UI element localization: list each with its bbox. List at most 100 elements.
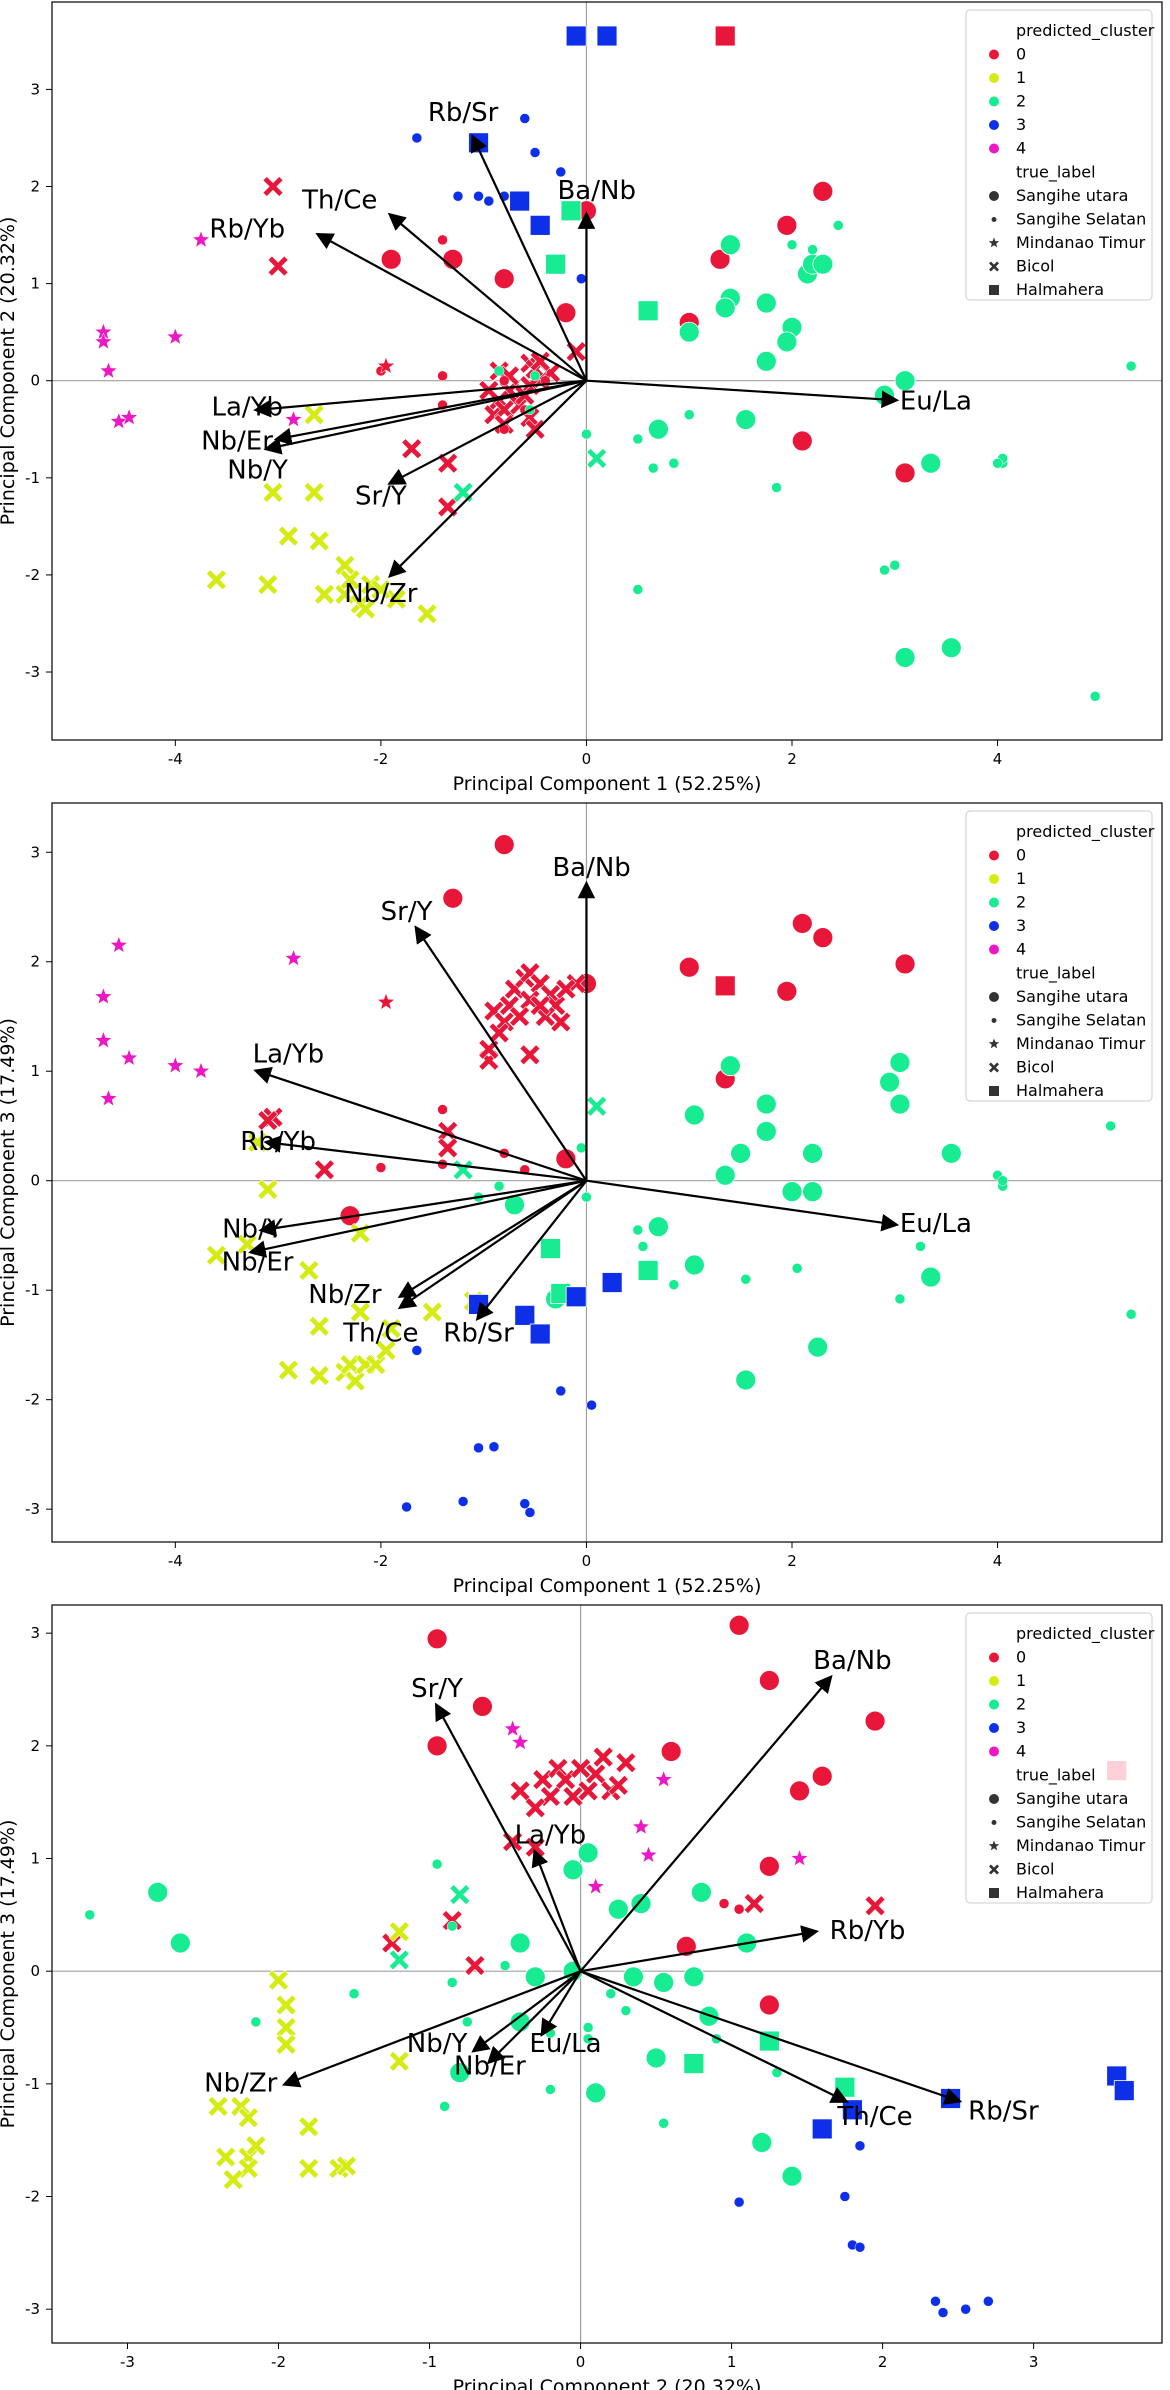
axes: -3 -2 -1 0 1 2 3 -3 -2 -1 0 1 2 3 Principal Component …: [0, 1624, 1038, 2390]
data-point: [581, 1191, 592, 1203]
data-point: [864, 1895, 886, 1917]
y-tick-label: 3: [30, 80, 40, 98]
data-point: [147, 1881, 169, 1903]
legend-label-star: Mindanao Timur: [1016, 1034, 1146, 1053]
data-point: [421, 1301, 443, 1323]
data-point: [449, 2062, 471, 2083]
y-tick-label: 0: [30, 372, 40, 390]
legend-cluster-swatch: [989, 143, 999, 154]
loading-arrow: [540, 1970, 582, 2037]
data-point: [960, 2303, 971, 2315]
data-point: [615, 1752, 637, 1774]
data-point: [1089, 691, 1101, 702]
legend-label-x: Bicol: [1016, 257, 1054, 276]
legend-cluster-swatch: [989, 1746, 999, 1757]
loading-arrow: [387, 212, 588, 382]
data-point: [119, 1048, 139, 1066]
data-point: [94, 987, 113, 1005]
data-point: [376, 992, 396, 1011]
data-point: [645, 2047, 667, 2069]
loading-arrow: [580, 1925, 819, 1973]
data-point: [683, 1966, 705, 1988]
data-point: [446, 1977, 458, 1988]
data-point: [262, 481, 284, 503]
loading-arrow: [258, 1179, 587, 1237]
legend-label-square: Halmahera: [1016, 280, 1104, 299]
data-point: [582, 2033, 594, 2045]
data-point: [94, 1030, 113, 1049]
data-point: [262, 176, 284, 197]
loading-arrow: [580, 1970, 963, 2105]
data-point: [504, 1194, 525, 1216]
data-point: [452, 1159, 474, 1181]
loading-label: Sr/Y: [411, 1674, 463, 1704]
y-tick-label: -2: [25, 2188, 40, 2206]
data-point: [733, 1903, 745, 1915]
data-point: [519, 113, 531, 124]
legend-cluster-swatch: [989, 1699, 999, 1710]
data-point: [889, 1052, 911, 1073]
loading-label: Eu/La: [900, 387, 972, 417]
x-tick-label: -1: [422, 2353, 437, 2371]
legend-marker-circle: [989, 992, 999, 1002]
data-point: [284, 948, 303, 967]
legend-label-dot: Sangihe Selatan: [1016, 1813, 1146, 1832]
axes: -4 -2 0 2 4 -3 -2 -1 0 1 2 3 Principal Component 1 (…: [0, 843, 1002, 1597]
data-point: [472, 1696, 493, 1717]
loading-arrow: [435, 1702, 582, 1972]
loading-arrow: [248, 1179, 587, 1258]
data-point: [940, 637, 962, 659]
data-point: [442, 887, 464, 909]
plot-frame: [51, 1, 1163, 741]
data-point: [630, 1893, 652, 1914]
legend: predicted_cluster 0 1 2 3 4 true_label Sangihe …: [965, 1612, 1155, 1904]
data-point: [601, 1272, 623, 1293]
data-point: [84, 1909, 96, 1921]
loading-label: Ba/Nb: [552, 853, 630, 883]
data-point: [277, 525, 299, 547]
data-point: [714, 297, 736, 319]
data-point: [637, 1241, 649, 1252]
data-point: [735, 409, 757, 430]
data-point: [524, 1507, 536, 1518]
x-tick-label: -2: [373, 1552, 388, 1570]
legend-cluster-swatch: [989, 96, 999, 107]
legend-label-circle: Sangihe utara: [1016, 1789, 1128, 1808]
data-point: [550, 1011, 572, 1033]
data-point: [854, 2241, 866, 2253]
data-point: [375, 1339, 397, 1361]
data-point: [437, 452, 459, 474]
data-point: [997, 1175, 1008, 1186]
data-point: [529, 370, 541, 382]
data-point: [509, 190, 531, 212]
legend-marker-x: [989, 1062, 999, 1073]
legend-marker-star: [988, 1840, 1000, 1851]
data-point: [99, 1088, 118, 1107]
data-point: [437, 370, 448, 382]
data-point: [509, 1780, 531, 1802]
data-point: [607, 1774, 629, 1796]
data-point: [524, 1797, 546, 1819]
data-point: [879, 1071, 901, 1093]
legend-cluster-title: predicted_cluster: [1016, 822, 1155, 842]
data-point: [555, 1385, 566, 1397]
legend-label-square: Halmahera: [1016, 1883, 1104, 1902]
data-point: [426, 1735, 448, 1757]
legend: predicted_cluster 0 1 2 3 4 true_label Sangihe …: [965, 9, 1155, 301]
data-point: [658, 2118, 669, 2129]
y-axis-label: Principal Component 2 (20.32%): [0, 217, 19, 526]
data-point: [582, 2022, 594, 2033]
data-point: [555, 166, 566, 178]
data-point: [562, 1859, 584, 1881]
data-point: [585, 2082, 607, 2104]
loading-arrow: [253, 379, 587, 418]
data-point: [545, 2084, 556, 2095]
data-point: [545, 253, 567, 275]
loading-arrow: [387, 379, 587, 485]
data-point: [308, 530, 330, 552]
data-point: [439, 2101, 450, 2112]
loading-arrow: [388, 379, 588, 579]
y-tick-label: -3: [25, 2300, 40, 2318]
data-point: [675, 1935, 697, 1957]
